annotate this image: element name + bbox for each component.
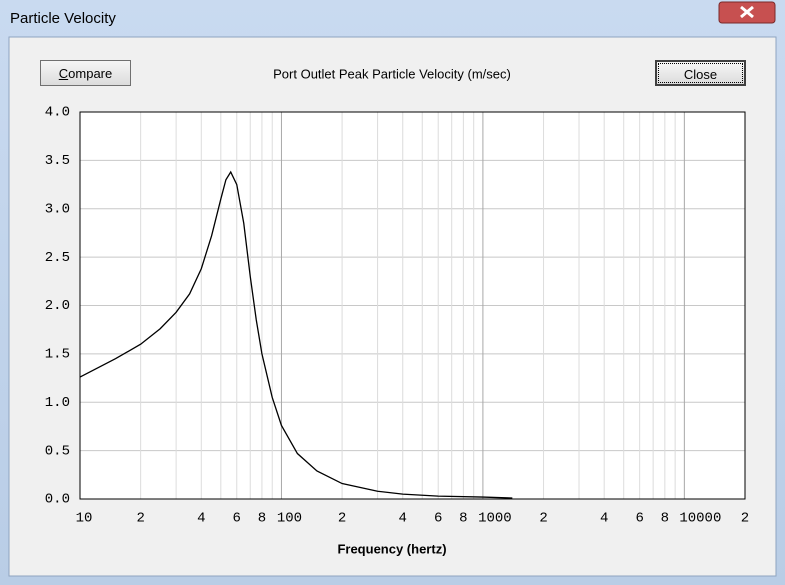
x-tick-label: 8: [258, 511, 266, 527]
x-tick-label: 2: [338, 511, 346, 527]
y-tick-label: 3.5: [45, 153, 70, 169]
x-tick-label: 6: [635, 511, 643, 527]
y-tick-label: 0.5: [45, 443, 70, 459]
y-tick-label: 0.0: [45, 492, 70, 508]
velocity-curve: [79, 170, 513, 499]
compare-button[interactable]: Compare: [40, 60, 131, 86]
plot-border: [79, 111, 746, 500]
x-tick-label: 10: [76, 511, 93, 527]
x-tick-label: 8: [459, 511, 467, 527]
y-tick-label: 2.5: [45, 250, 70, 266]
x-tick-label: 2: [136, 511, 144, 527]
close-window-button[interactable]: [718, 1, 776, 24]
y-tick-label: 1.0: [45, 395, 70, 411]
close-button[interactable]: Close: [655, 60, 746, 86]
x-axis-label: Frequency (hertz): [337, 541, 446, 556]
x-tick-label: 6: [434, 511, 442, 527]
chart-title: Port Outlet Peak Particle Velocity (m/se…: [273, 66, 511, 81]
x-tick-label: 6: [233, 511, 241, 527]
x-tick-label: 4: [600, 511, 608, 527]
y-tick-label: 4.0: [45, 105, 70, 121]
x-tick-label: 100: [277, 511, 302, 527]
x-tick-label: 2: [741, 511, 749, 527]
x-tick-label: 4: [197, 511, 205, 527]
window-title: Particle Velocity: [10, 10, 116, 27]
y-tick-label: 1.5: [45, 347, 70, 363]
x-tick-label: 8: [661, 511, 669, 527]
x-tick-label: 4: [399, 511, 407, 527]
x-tick-label: 1000: [478, 511, 512, 527]
x-tick-label: 2: [539, 511, 547, 527]
x-tick-label: 10000: [679, 511, 721, 527]
y-tick-label: 3.0: [45, 201, 70, 217]
y-tick-label: 2.0: [45, 298, 70, 314]
